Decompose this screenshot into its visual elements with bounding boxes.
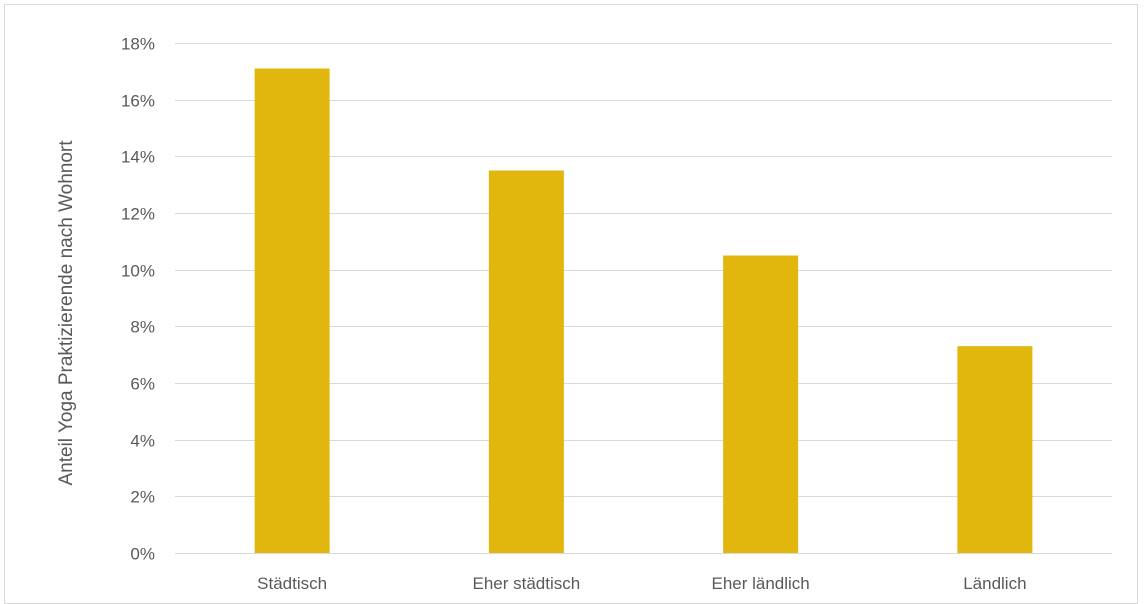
gridlines	[175, 43, 1112, 554]
y-tick-label: 12%	[121, 205, 155, 224]
x-category-label: Ländlich	[963, 574, 1026, 593]
x-category-label: Eher städtisch	[473, 574, 581, 593]
chart-frame	[4, 4, 1138, 604]
y-tick-label: 14%	[121, 148, 155, 167]
y-tick-label: 4%	[130, 432, 155, 451]
x-axis-categories: Städtisch Eher städtisch Eher ländlich Länd…	[257, 574, 1026, 593]
y-axis-ticks: 0% 2% 4% 6% 8% 10% 12% 14% 16% 18%	[121, 35, 155, 564]
x-category-label: Eher ländlich	[711, 574, 809, 593]
bar	[488, 170, 564, 553]
y-tick-label: 8%	[130, 318, 155, 337]
y-tick-label: 6%	[130, 375, 155, 394]
bar	[254, 68, 330, 553]
y-tick-label: 18%	[121, 35, 155, 54]
y-tick-label: 2%	[130, 488, 155, 507]
bar	[957, 346, 1033, 553]
y-tick-label: 16%	[121, 92, 155, 111]
bars	[254, 68, 1033, 553]
x-category-label: Städtisch	[257, 574, 327, 593]
y-tick-label: 10%	[121, 262, 155, 281]
y-tick-label: 0%	[130, 545, 155, 564]
bar	[723, 255, 799, 553]
y-axis-title: Anteil Yoga Praktizierende nach Wohnort	[56, 140, 77, 486]
